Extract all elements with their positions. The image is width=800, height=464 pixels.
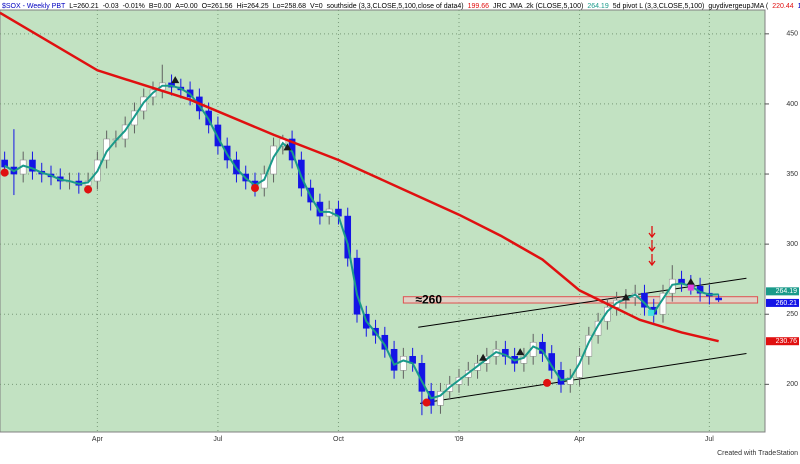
header-item: Hi=264.25	[237, 3, 269, 10]
footer: Created with TradeStation	[717, 450, 798, 457]
pivot-dot	[543, 378, 552, 387]
candle-body	[1, 159, 8, 168]
header-item: V=0	[310, 3, 323, 10]
header-item: B=0.00	[149, 3, 171, 10]
pivot-triangle	[621, 293, 630, 301]
pivot-triangle	[479, 353, 488, 361]
header: $SOX - Weekly PBT L=260.21 -0.03 -0.01% B=0.…	[2, 3, 800, 10]
header-item: 189	[798, 3, 800, 10]
candle-body	[715, 297, 722, 301]
y-tick-label: 400	[786, 101, 798, 108]
x-tick-label: Apr	[92, 436, 104, 443]
last-value-box	[766, 287, 799, 296]
header-item: 199.66	[468, 3, 490, 10]
header-item: southside (3,3,CLOSE,5,100,close of data…	[327, 3, 464, 10]
candle-body	[502, 348, 509, 357]
header-item: Lo=258.68	[273, 3, 306, 10]
y-tick-label: 200	[786, 381, 798, 388]
header-item: guydivergeupJMA (	[708, 3, 769, 10]
pivot-dot	[251, 184, 259, 193]
pivot-dot	[0, 168, 9, 177]
last-value-label: 230.76	[776, 338, 798, 345]
header-item: O=261.56	[202, 3, 233, 10]
last-value-box	[766, 337, 799, 346]
red-arrows	[648, 226, 656, 267]
pivot-triangle	[686, 277, 695, 285]
last-value-label: 264.19	[776, 288, 798, 295]
header-item: JRC JMA .2k (CLOSE,5,100)	[493, 3, 583, 10]
candle-body	[353, 257, 361, 315]
candle-body	[437, 391, 444, 406]
candle-body	[539, 341, 546, 354]
candle-body	[585, 334, 593, 357]
line-series	[0, 11, 719, 343]
header-item: $SOX - Weekly PBT	[2, 3, 66, 10]
candle-body	[594, 320, 602, 336]
header-item: -0.01%	[123, 3, 145, 10]
header-item: 5d pivot L (3,3,CLOSE,5,100)	[613, 3, 705, 10]
pivot-dot	[84, 185, 93, 194]
x-tick-label: Jul	[213, 436, 222, 443]
candle-body	[316, 201, 324, 217]
last-value-label: 260.21	[776, 300, 798, 307]
x-tick-label: Jul	[705, 436, 714, 443]
y-tick-label: 350	[786, 171, 798, 178]
pivot-dot	[422, 398, 431, 407]
header-item: 220.44	[772, 3, 794, 10]
signal-square	[647, 309, 654, 316]
line-series	[4, 84, 719, 400]
pivot-triangle	[283, 143, 292, 151]
candle-body	[29, 159, 36, 172]
annotation-text: ≈260	[415, 292, 442, 306]
annotation-band	[402, 296, 759, 304]
y-tick-label: 250	[786, 311, 798, 318]
x-tick-label: Oct	[333, 436, 344, 443]
signal-square	[687, 284, 694, 291]
pivot-triangle	[516, 348, 525, 356]
pivot-triangle	[171, 76, 180, 84]
header-item: L=260.21	[69, 3, 98, 10]
header-item: 264.19	[587, 3, 609, 10]
header-item: -0.03	[103, 3, 119, 10]
candle-body	[400, 355, 407, 371]
arrow	[648, 226, 656, 267]
x-tick-label: Apr	[574, 436, 586, 443]
trendline	[419, 352, 747, 404]
candle-body	[270, 145, 277, 175]
last-value-box	[766, 298, 799, 307]
y-tick-label: 300	[786, 241, 798, 248]
header-item: A=0.00	[175, 3, 197, 10]
y-tick-label: 450	[786, 31, 798, 38]
x-tick-label: '09	[454, 436, 463, 443]
